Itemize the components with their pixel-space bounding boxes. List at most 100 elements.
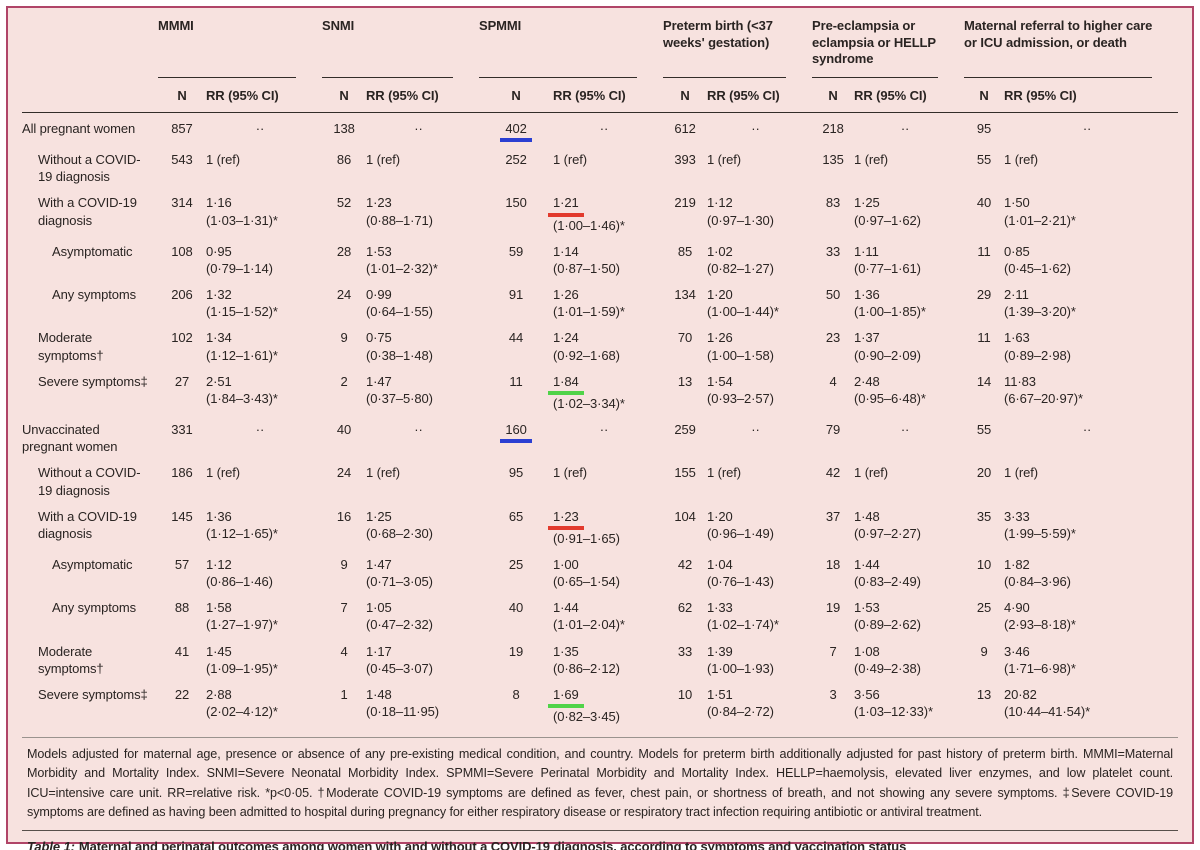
- ci-value: (1·02–3·34)*: [553, 395, 625, 411]
- n-value: 83: [825, 195, 841, 211]
- n-value: 79: [825, 422, 841, 438]
- n-value: 145: [171, 508, 193, 524]
- rr-value: 1·44 (0·83–2·49): [854, 556, 964, 599]
- n-value: 88: [174, 600, 190, 616]
- n-value: 52: [336, 195, 352, 211]
- n-value: 314: [171, 195, 193, 211]
- n-value: 33: [825, 243, 841, 259]
- rr-value: 1·24 (0·92–1·68): [553, 329, 663, 372]
- rr-value: 1·34 (1·12–1·61)*: [206, 329, 322, 372]
- n-value: 20: [976, 465, 992, 481]
- n-value: 160: [479, 421, 553, 464]
- row-label: Moderate symptoms†: [38, 643, 104, 676]
- ci-value: (0·84–2·72): [707, 704, 774, 720]
- n-value: 44: [508, 330, 524, 346]
- rr-value: 1·36 (1·12–1·65)*: [206, 508, 322, 556]
- ci-value: (1·27–1·97)*: [206, 617, 278, 633]
- n-value: 37: [825, 508, 841, 524]
- rr-value: 1·36 (1·00–1·85)*: [854, 286, 964, 329]
- row-label: Severe symptoms‡: [38, 373, 148, 389]
- n-value: 8: [512, 686, 520, 702]
- n-value: 42: [677, 556, 693, 572]
- row-label: Severe symptoms‡: [38, 686, 148, 702]
- ci-value: (0·64–1·55): [366, 304, 433, 320]
- n-value: 40: [976, 195, 992, 211]
- ci-value: (0·37–5·80): [366, 390, 433, 406]
- header-divider: [322, 76, 454, 78]
- rr-value: 1 (ref): [206, 465, 240, 481]
- rr-value: 1 (ref): [707, 465, 742, 481]
- table-row: Asymptomatic 108 0·95 (0·79–1·14) 28 1·53 (1·0…: [22, 243, 1178, 286]
- ci-value: (0·97–1·62): [854, 212, 921, 228]
- rr-value: 1 (ref): [707, 152, 742, 168]
- ci-value: (0·92–1·68): [553, 347, 620, 363]
- rr-value: 1·48 (0·18–11·95): [366, 686, 479, 734]
- rr-value: 0·99 (0·64–1·55): [366, 286, 479, 329]
- n-value: 24: [336, 465, 352, 481]
- rr-value: 1·05 (0·47–2·32): [366, 599, 479, 642]
- row-label-header: [22, 18, 158, 76]
- ci-value: (1·00–1·58): [707, 347, 774, 363]
- n-value: 108: [171, 243, 193, 259]
- n-value: 11: [977, 330, 991, 346]
- green-underline-mark: 1·69: [548, 686, 584, 709]
- ci-value: (0·89–2·98): [1004, 347, 1071, 363]
- table-row: All pregnant women 857 ·· 138 ·· 402 ·· 612 ·· 21…: [22, 113, 1178, 152]
- rr-value: 0·95 (0·79–1·14): [206, 243, 322, 286]
- rr-value: 1·69 (0·82–3·45): [548, 686, 663, 734]
- rr-value: ··: [414, 422, 423, 438]
- n-value: 24: [336, 287, 352, 303]
- ci-value: (0·77–1·61): [854, 260, 921, 276]
- column-group-snmi: SNMI: [322, 18, 355, 33]
- column-group-pre-eclampsia: Pre-eclampsia or eclampsia or HELLP synd…: [812, 18, 936, 67]
- table-row: Moderate symptoms† 41 1·45 (1·09–1·95)* 4 1·1…: [22, 643, 1178, 686]
- n-value: 9: [340, 330, 348, 346]
- n-value: 4: [340, 643, 348, 659]
- ci-value: (0·87–1·50): [553, 260, 620, 276]
- rr-value: 1·82 (0·84–3·96): [1004, 556, 1178, 599]
- rr-value: 1·48 (0·97–2·27): [854, 508, 964, 556]
- red-underline-mark: 1·21: [548, 194, 584, 217]
- row-label: Without a COVID-19 diagnosis: [38, 465, 141, 498]
- rr-value: 1 (ref): [553, 152, 588, 168]
- ci-value: (1·12–1·61)*: [206, 347, 278, 363]
- rr-value: 1·58 (1·27–1·97)*: [206, 599, 322, 642]
- ci-value: (2·93–8·18)*: [1004, 617, 1076, 633]
- ci-value: (0·86–2·12): [553, 660, 620, 676]
- n-column-header: N: [479, 78, 554, 113]
- ci-value: (1·71–6·98)*: [1004, 660, 1076, 676]
- rr-value: 4·90 (2·93–8·18)*: [1004, 599, 1178, 642]
- n-column-header: N: [812, 78, 855, 113]
- rr-value: 1·33 (1·02–1·74)*: [707, 599, 812, 642]
- table-row: Without a COVID-19 diagnosis 186 1 (ref) 24…: [22, 464, 1178, 507]
- red-underline-mark: 1·23: [548, 508, 584, 530]
- header-divider: [479, 76, 638, 78]
- rr-value: ··: [255, 121, 265, 136]
- n-value: 219: [674, 195, 696, 211]
- rr-value: 2·48 (0·95–6·48)*: [854, 373, 964, 421]
- rr-value: 1·51 (0·84–2·72): [707, 686, 812, 734]
- ci-value: (10·44–41·54)*: [1004, 704, 1091, 720]
- column-group-spmmi: SPMMI: [479, 18, 522, 33]
- n-value: 40: [336, 422, 352, 438]
- rr-value: 1·54 (0·93–2·57): [707, 373, 812, 421]
- rr-value: 1·50 (1·01–2·21)*: [1004, 194, 1178, 242]
- n-column-header: N: [158, 78, 206, 113]
- table-row: Without a COVID-19 diagnosis 543 1 (ref) 86…: [22, 151, 1178, 194]
- row-label: All pregnant women: [22, 121, 136, 136]
- table-caption: Table 1: Maternal and perinatal outcomes …: [22, 829, 1178, 850]
- n-value: 13: [677, 373, 693, 389]
- n-column-header: N: [322, 78, 367, 113]
- ci-value: (1·01–2·04)*: [553, 617, 625, 633]
- rr-column-header: RR (95% CI): [206, 78, 323, 113]
- n-value: 19: [825, 600, 841, 616]
- table-row: Severe symptoms‡ 22 2·88 (2·02–4·12)* 1 1·48(…: [22, 686, 1178, 734]
- rr-value: ··: [599, 422, 609, 438]
- rr-value: 1·16 (1·03–1·31)*: [206, 194, 322, 242]
- n-value: 150: [505, 195, 527, 211]
- n-value: 29: [976, 287, 992, 303]
- rr-column-header: RR (95% CI): [1004, 78, 1179, 113]
- n-value: 138: [333, 121, 355, 136]
- blue-underline-mark: 160: [500, 421, 532, 444]
- ci-value: (0·38–1·48): [366, 347, 433, 363]
